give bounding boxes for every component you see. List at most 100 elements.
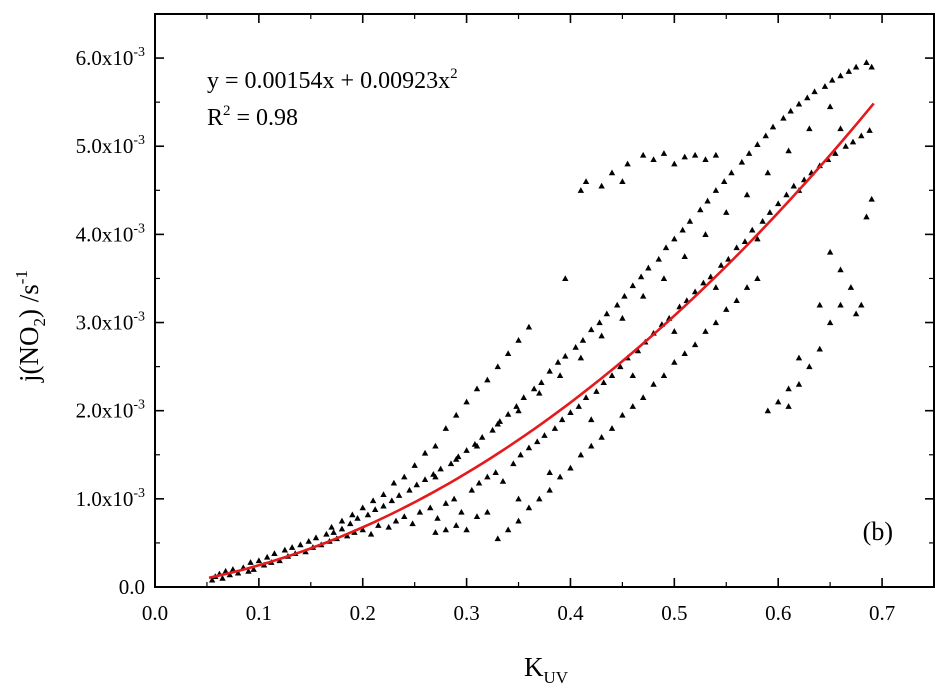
- data-point: [330, 529, 337, 535]
- data-point: [492, 469, 499, 475]
- data-point: [359, 526, 366, 533]
- data-point: [787, 107, 794, 114]
- data-point: [458, 508, 465, 515]
- data-point: [551, 425, 559, 431]
- data-point: [837, 301, 844, 308]
- data-point: [478, 433, 486, 440]
- data-point: [546, 486, 553, 493]
- data-point: [395, 492, 403, 498]
- panel-label: (b): [863, 517, 893, 546]
- data-point: [226, 571, 233, 578]
- data-point: [222, 567, 229, 574]
- data-point: [743, 284, 751, 290]
- data-point: [596, 319, 603, 326]
- data-point: [484, 473, 491, 480]
- data-point: [297, 541, 304, 548]
- data-point: [826, 248, 834, 255]
- data-point: [401, 473, 408, 480]
- data-point: [764, 407, 772, 414]
- data-point: [250, 566, 257, 572]
- y-tick-label: 2.0x10-3: [76, 398, 145, 423]
- data-point: [733, 244, 740, 251]
- data-point: [432, 442, 439, 449]
- data-point: [741, 238, 749, 244]
- data-point: [371, 506, 379, 512]
- data-point: [245, 567, 252, 574]
- plot-frame: [154, 13, 935, 588]
- data-point: [691, 288, 699, 295]
- data-point: [536, 389, 543, 396]
- data-point: [621, 292, 628, 299]
- data-point: [432, 529, 439, 535]
- data-point: [450, 495, 458, 502]
- data-point: [593, 388, 600, 394]
- data-point: [567, 464, 574, 471]
- data-point: [525, 504, 533, 511]
- data-point: [754, 141, 761, 148]
- data-point: [660, 275, 668, 282]
- data-point: [380, 491, 387, 497]
- data-point: [562, 352, 569, 359]
- data-point: [700, 279, 707, 286]
- data-point: [312, 534, 320, 541]
- y-tick-label: 4.0x10-3: [76, 221, 145, 246]
- data-point: [281, 546, 289, 553]
- y-axis-title: j(NO2) /s-1: [12, 270, 49, 383]
- data-point: [832, 150, 839, 156]
- data-point: [723, 209, 730, 215]
- data-point: [704, 197, 711, 204]
- data-point: [401, 513, 408, 520]
- data-point: [712, 187, 720, 193]
- data-point: [499, 478, 507, 484]
- data-point: [484, 508, 491, 515]
- data-point: [494, 363, 501, 370]
- x-tick-label: 0.4: [557, 601, 584, 625]
- data-point: [639, 151, 647, 158]
- data-point: [354, 515, 361, 521]
- data-point: [681, 350, 688, 356]
- data-point: [338, 517, 346, 524]
- data-point: [702, 231, 709, 237]
- data-point: [619, 314, 626, 321]
- data-point: [504, 350, 512, 356]
- data-point: [588, 416, 595, 423]
- data-point: [515, 517, 522, 524]
- data-point: [567, 409, 574, 416]
- data-point: [427, 504, 434, 511]
- y-tick-label: 0.0: [119, 575, 145, 599]
- data-point: [453, 522, 460, 528]
- data-point: [421, 476, 429, 483]
- data-point: [463, 447, 470, 453]
- data-point: [671, 328, 678, 334]
- data-point: [463, 526, 470, 533]
- data-point: [790, 182, 797, 189]
- data-point: [473, 513, 481, 520]
- data-point: [679, 226, 686, 233]
- data-point: [702, 156, 709, 163]
- data-point: [234, 569, 242, 576]
- data-point: [323, 530, 330, 537]
- data-point: [650, 381, 657, 387]
- data-point: [582, 394, 590, 401]
- data-point: [629, 282, 636, 289]
- data-point: [858, 301, 865, 308]
- data-point: [432, 473, 439, 480]
- data-point: [829, 76, 836, 83]
- data-point: [541, 432, 548, 438]
- data-point: [504, 411, 512, 417]
- data-point: [546, 367, 553, 374]
- data-point: [347, 520, 354, 527]
- data-point: [743, 191, 751, 198]
- data-point: [806, 125, 813, 132]
- data-point: [629, 403, 636, 409]
- data-point: [392, 517, 400, 524]
- data-point: [637, 273, 645, 280]
- data-point: [515, 407, 522, 414]
- data-point: [247, 559, 254, 565]
- data-point: [219, 574, 226, 581]
- data-point: [536, 495, 543, 502]
- data-point: [364, 511, 372, 518]
- data-point: [775, 200, 782, 207]
- data-point: [546, 469, 553, 475]
- data-point: [769, 123, 777, 130]
